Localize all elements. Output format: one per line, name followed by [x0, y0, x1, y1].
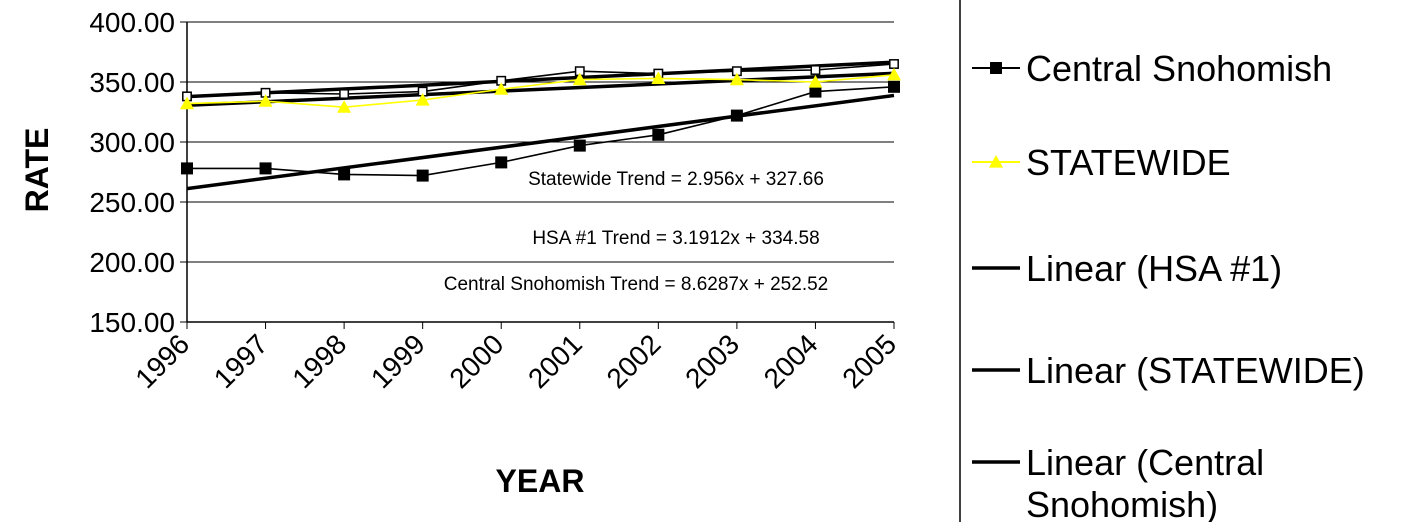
data-point	[990, 62, 1002, 74]
y-tick-label: 200.00	[89, 247, 175, 278]
y-tick-label: 300.00	[89, 127, 175, 158]
axis-labels: 150.00 200.00 250.00 300.00 350.00 400.00 1996…	[89, 7, 902, 394]
legend: Central Snohomish STATEWIDE Linear (HSA #1…	[972, 48, 1365, 522]
trend-annotation: Statewide Trend = 2.956x + 327.66	[528, 169, 824, 190]
data-point	[887, 67, 901, 81]
x-tick-label: 1996	[129, 328, 195, 394]
data-point	[181, 162, 193, 175]
legend-entry: Central Snohomish	[972, 48, 1332, 89]
data-point	[415, 93, 430, 106]
legend-label: Central Snohomish	[1026, 48, 1332, 89]
data-point	[809, 85, 822, 98]
data-point	[651, 71, 666, 84]
data-point	[889, 59, 899, 69]
y-tick-label: 150.00	[89, 307, 175, 338]
data-point	[572, 72, 587, 86]
data-point	[338, 168, 351, 181]
data-point	[180, 96, 194, 110]
annotations: Statewide Trend = 2.956x + 327.66 HSA #1 …	[444, 169, 828, 295]
legend-entry: STATEWIDE	[972, 142, 1231, 183]
trendlines	[186, 60, 895, 191]
legend-label: STATEWIDE	[1026, 142, 1231, 183]
data-point	[259, 162, 272, 175]
trendline	[186, 60, 895, 99]
x-tick-label: 1999	[365, 328, 431, 394]
y-tick-label: 250.00	[89, 187, 175, 218]
series	[180, 59, 901, 182]
x-tick-label: 2005	[836, 328, 902, 394]
series-line	[186, 74, 895, 109]
data-point	[258, 94, 273, 107]
series-line	[186, 63, 895, 98]
legend-label: Linear (Central	[1026, 442, 1264, 483]
x-tick-label: 1998	[286, 328, 352, 394]
x-tick-label: 2004	[758, 328, 824, 394]
legend-label: Snohomish)	[1026, 484, 1218, 522]
data-point	[416, 169, 429, 182]
x-tick-label: 2002	[601, 328, 667, 394]
data-point	[989, 155, 1003, 168]
data-point	[888, 80, 900, 93]
y-axis-title: RATE	[19, 128, 55, 213]
series-line	[187, 86, 895, 177]
x-tick-label: 2003	[679, 328, 745, 394]
data-point	[730, 109, 743, 122]
x-tick-label: 1997	[208, 328, 274, 394]
data-point	[337, 100, 352, 113]
y-tick-label: 350.00	[89, 67, 175, 98]
trendline	[186, 71, 895, 108]
legend-entry: Linear (HSA #1)	[972, 248, 1282, 289]
trend-annotation: HSA #1 Trend = 3.1912x + 334.58	[532, 228, 819, 249]
legend-label: Linear (HSA #1)	[1026, 248, 1282, 289]
data-point	[494, 82, 509, 95]
legend-label: Linear (STATEWIDE)	[1026, 350, 1365, 391]
data-point	[808, 75, 823, 88]
trendline	[186, 93, 895, 191]
data-point	[729, 72, 744, 86]
data-point	[652, 128, 665, 141]
legend-entry: Linear (STATEWIDE)	[972, 350, 1365, 391]
x-tick-label: 2000	[443, 328, 509, 394]
y-tick-label: 400.00	[89, 7, 175, 38]
trend-annotation: Central Snohomish Trend = 8.6287x + 252.…	[444, 274, 828, 295]
data-point	[810, 65, 821, 75]
data-point	[495, 156, 508, 169]
x-axis-title: YEAR	[496, 463, 585, 499]
x-tick-label: 2001	[522, 328, 588, 394]
data-point	[339, 89, 350, 99]
data-point	[573, 139, 586, 152]
